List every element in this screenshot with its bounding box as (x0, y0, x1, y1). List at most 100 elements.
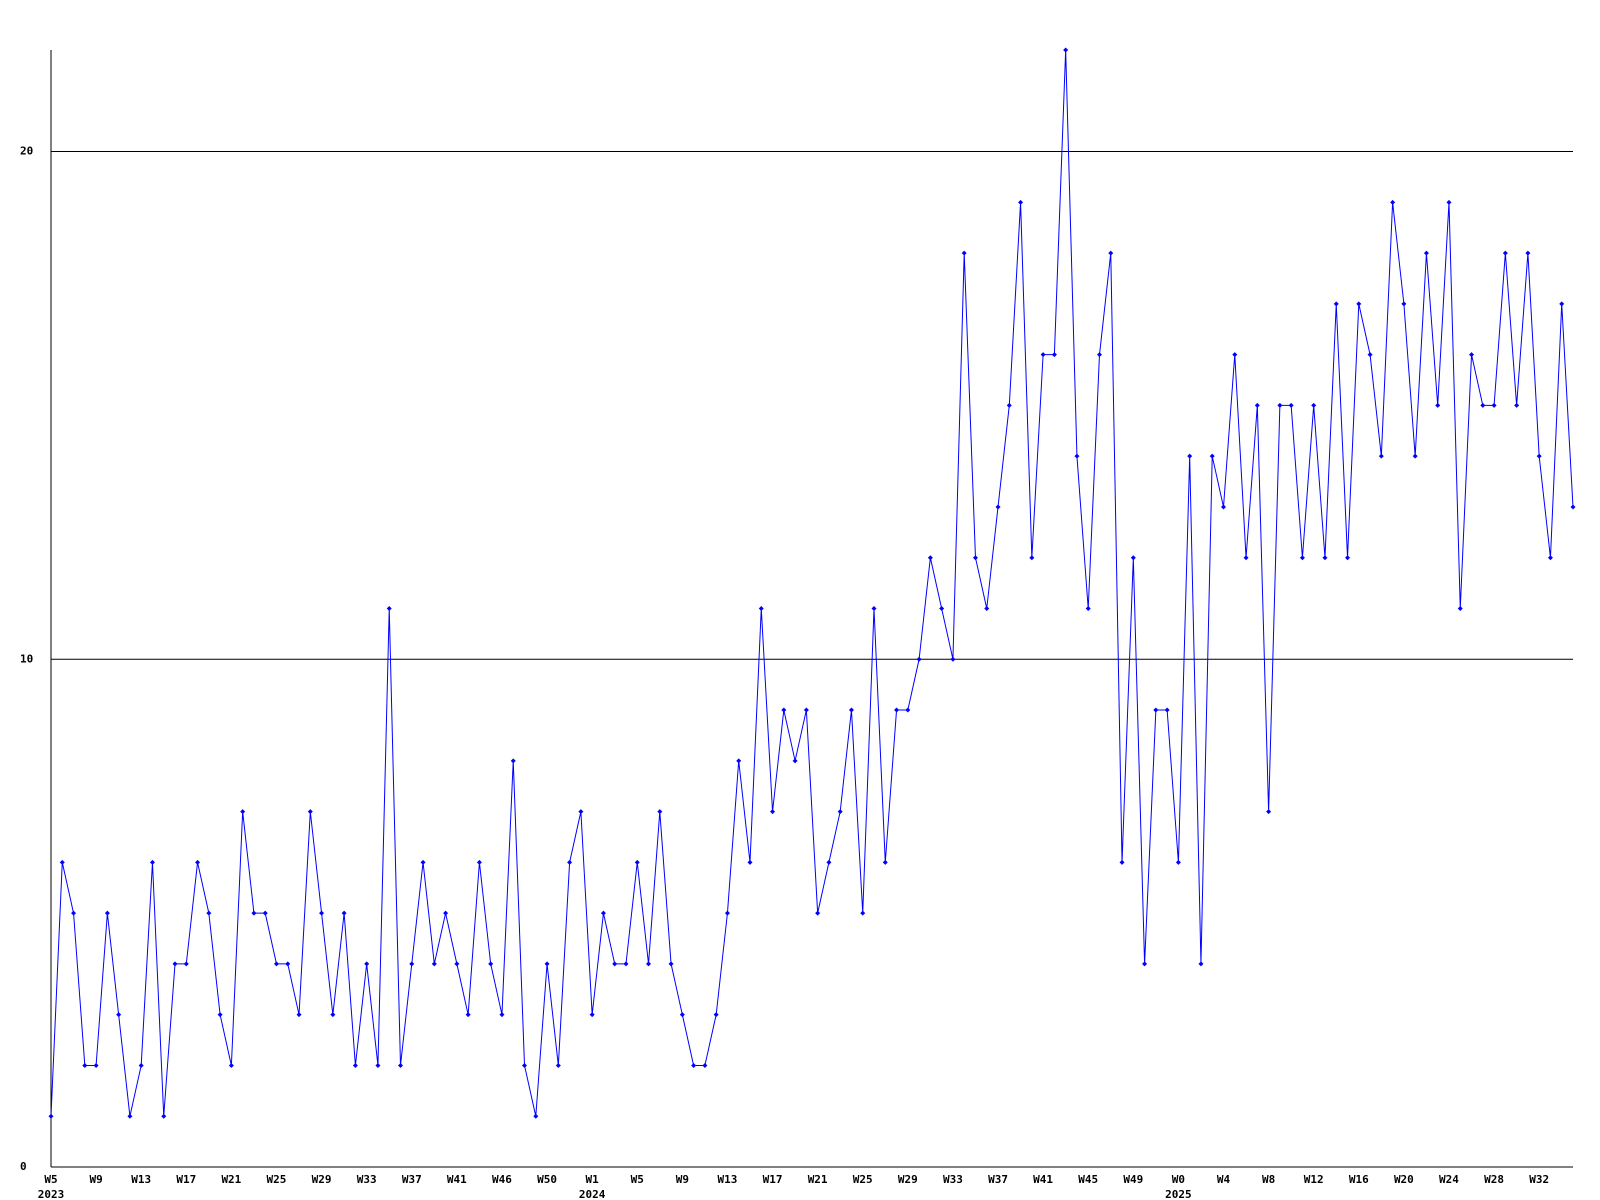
x-tick-label: W17 (763, 1173, 783, 1186)
data-point (668, 961, 674, 967)
data-point (871, 606, 877, 611)
x-tick-label: W29 (898, 1173, 918, 1186)
data-point (499, 1012, 505, 1018)
data-point (623, 961, 629, 967)
data-point (1018, 199, 1024, 205)
data-point (1187, 453, 1193, 459)
data-point (1254, 402, 1260, 408)
data-point (183, 961, 189, 967)
x-tick-label: W46 (492, 1173, 512, 1186)
data-point (826, 859, 832, 865)
data-point (916, 656, 922, 662)
data-point (848, 707, 854, 713)
x-tick-label: W33 (943, 1173, 963, 1186)
data-point (1311, 402, 1317, 408)
data-point (578, 809, 584, 815)
x-tick-label: W33 (357, 1173, 377, 1186)
data-point (815, 910, 821, 916)
data-point (679, 1012, 685, 1018)
data-point (397, 1062, 403, 1068)
data-point (691, 1062, 697, 1068)
data-point (296, 1012, 302, 1018)
data-point (59, 859, 65, 865)
data-point (1345, 555, 1351, 561)
data-point (262, 910, 268, 916)
data-point (82, 1062, 88, 1068)
data-point (1029, 555, 1035, 561)
year-label: 2024 (579, 1188, 606, 1200)
data-point (1243, 555, 1249, 561)
data-point (307, 809, 313, 815)
data-point (510, 758, 516, 764)
data-point (172, 961, 178, 967)
x-tick-label: W37 (402, 1173, 422, 1186)
data-point (1423, 250, 1429, 256)
data-point (1446, 199, 1452, 205)
x-tick-label: W8 (1262, 1173, 1275, 1186)
data-point (612, 961, 618, 967)
data-point (93, 1062, 99, 1068)
data-point (713, 1012, 719, 1018)
x-tick-label: W20 (1394, 1173, 1414, 1186)
x-tick-label: W4 (1217, 1173, 1231, 1186)
data-point (161, 1113, 167, 1119)
data-point (1142, 961, 1148, 967)
data-point (48, 1113, 54, 1119)
data-point (1040, 352, 1046, 358)
data-point (522, 1062, 528, 1068)
data-point (758, 606, 764, 611)
y-tick-label: 10 (20, 652, 33, 665)
x-tick-label: W21 (808, 1173, 828, 1186)
data-point (736, 758, 742, 764)
data-point (1108, 250, 1114, 256)
x-tick-label: W9 (89, 1173, 102, 1186)
year-label: 2023 (38, 1188, 65, 1200)
data-point (1266, 809, 1272, 815)
data-point (882, 859, 888, 865)
data-point (364, 961, 370, 967)
year-label: 2025 (1165, 1188, 1192, 1200)
data-point (488, 961, 494, 967)
data-point (476, 859, 482, 865)
x-tick-label: W41 (447, 1173, 467, 1186)
x-tick-label: W49 (1123, 1173, 1143, 1186)
data-point (1288, 402, 1294, 408)
data-point (724, 910, 730, 916)
data-point (431, 961, 437, 967)
x-tick-label: W25 (853, 1173, 873, 1186)
x-tick-label: W25 (267, 1173, 287, 1186)
data-point (1401, 301, 1407, 307)
data-point (1164, 707, 1170, 713)
data-point (860, 910, 866, 916)
data-point (1074, 453, 1080, 459)
x-tick-label: W29 (312, 1173, 332, 1186)
y-tick-label: 20 (20, 145, 33, 158)
x-tick-label: W45 (1078, 1173, 1098, 1186)
data-point (1322, 555, 1328, 561)
data-point (837, 809, 843, 815)
data-point (1491, 402, 1497, 408)
data-point (454, 961, 460, 967)
data-point (905, 707, 911, 713)
data-point (386, 606, 392, 611)
data-point (747, 859, 753, 865)
data-point (803, 707, 809, 713)
x-tick-label: W13 (131, 1173, 151, 1186)
data-point (1085, 606, 1091, 611)
y-tick-label: 0 (20, 1160, 27, 1173)
data-point (217, 1012, 223, 1018)
data-point (544, 961, 550, 967)
data-point (1412, 453, 1418, 459)
x-tick-label: W50 (537, 1173, 557, 1186)
x-tick-label: W13 (718, 1173, 738, 1186)
data-point (1299, 555, 1305, 561)
x-tick-label: W9 (676, 1173, 689, 1186)
data-point (465, 1012, 471, 1018)
data-point (634, 859, 640, 865)
x-tick-label: W12 (1304, 1173, 1324, 1186)
x-tick-label: W16 (1349, 1173, 1369, 1186)
data-point (1198, 961, 1204, 967)
data-point (420, 859, 426, 865)
